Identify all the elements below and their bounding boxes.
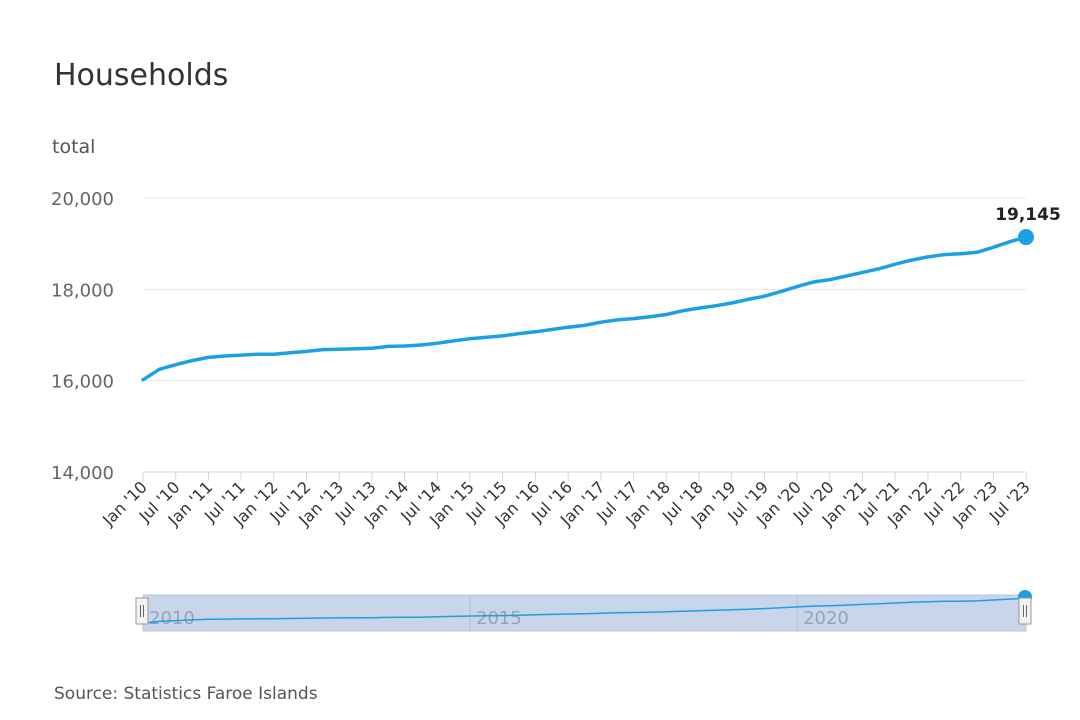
- navigator-year-label: 2015: [476, 608, 522, 629]
- y-tick-label: 14,000: [51, 463, 114, 484]
- navigator-year-label: 2010: [149, 608, 195, 629]
- navigator-handle-right[interactable]: [1018, 597, 1032, 625]
- series-line-households: [141, 235, 1028, 382]
- navigator-year-label: 2020: [803, 608, 849, 629]
- y-tick-label: 18,000: [51, 280, 114, 301]
- y-tick-label: 20,000: [51, 189, 114, 210]
- y-tick-label: 16,000: [51, 372, 114, 393]
- navigator-series-line: [142, 597, 1027, 624]
- navigator-handle-left[interactable]: [135, 597, 149, 625]
- y-axis-label: total: [52, 136, 96, 158]
- last-point-marker[interactable]: [1018, 229, 1034, 246]
- source-credit: Source: Statistics Faroe Islands: [54, 684, 318, 704]
- last-value-label: 19,145: [995, 205, 1061, 225]
- chart-title: Households: [54, 58, 229, 93]
